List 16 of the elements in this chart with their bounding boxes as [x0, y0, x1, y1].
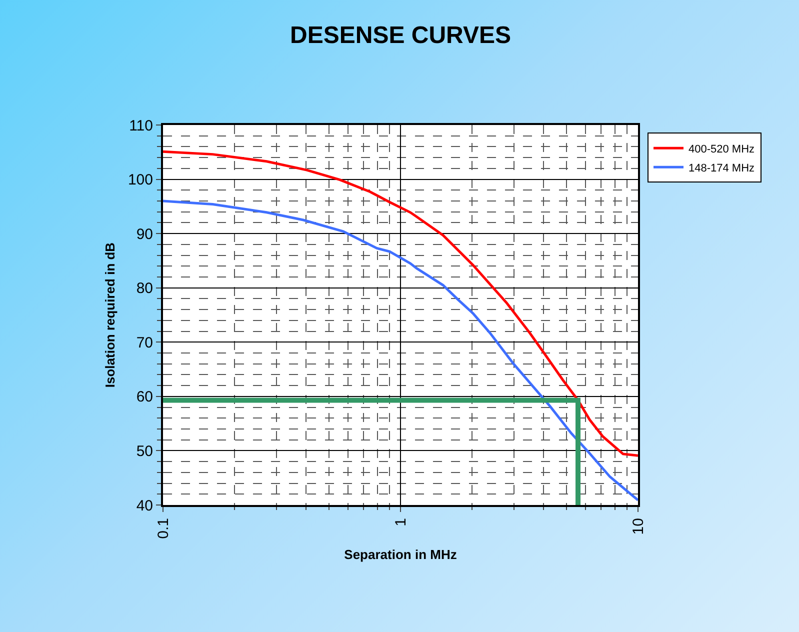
x-tick-label: 0.1: [154, 518, 172, 539]
x-tick-label: 10: [630, 518, 647, 535]
y-tick-label: 100: [128, 172, 153, 189]
y-tick-label: 60: [136, 388, 153, 406]
legend-label: 148-174 MHz: [688, 162, 755, 174]
y-tick-label: 40: [136, 497, 153, 514]
y-tick-label: 80: [136, 280, 153, 298]
x-tick-label: 1: [392, 518, 410, 526]
y-tick-label: 110: [129, 117, 153, 134]
y-tick-label: 70: [136, 334, 153, 352]
legend-label: 400-520 MHz: [688, 143, 755, 156]
y-tick-label: 50: [136, 442, 153, 460]
y-axis-title: Isolation required in dB: [102, 242, 118, 388]
y-tick-label: 90: [136, 226, 153, 243]
x-axis-title: Separation in MHz: [344, 546, 458, 562]
chart-title: DESENSE CURVES: [290, 22, 511, 50]
